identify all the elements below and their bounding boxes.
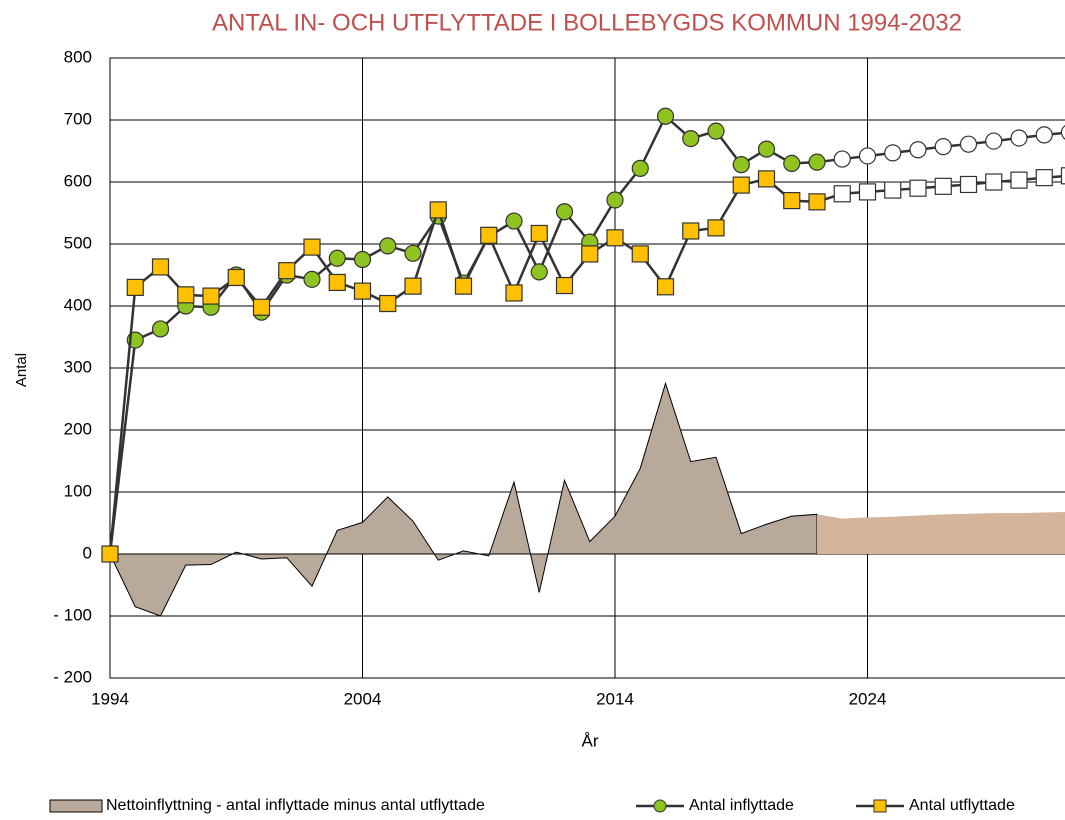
y-tick-label: 700: [64, 109, 92, 128]
marker: [631, 245, 649, 263]
marker: [934, 177, 952, 195]
marker: [454, 277, 473, 295]
marker: [808, 193, 826, 211]
y-tick-label: 500: [64, 233, 92, 252]
marker: [202, 287, 220, 305]
marker: [884, 144, 902, 162]
y-tick-label: 0: [83, 543, 92, 562]
area: [109, 381, 818, 617]
marker: [480, 226, 498, 244]
marker: [833, 185, 851, 203]
marker: [328, 273, 346, 292]
area: [817, 511, 1065, 554]
marker: [404, 277, 422, 295]
legend-label: Antal inflyttade: [689, 797, 794, 814]
marker: [1035, 169, 1053, 187]
marker: [1035, 126, 1053, 144]
marker: [177, 286, 195, 304]
marker: [959, 135, 978, 153]
marker: [656, 278, 675, 296]
marker: [1060, 125, 1065, 140]
marker: [379, 294, 397, 313]
marker: [555, 203, 574, 221]
y-axis-label: Antal: [13, 353, 30, 387]
y-tick-label: 600: [64, 171, 92, 190]
marker: [682, 222, 700, 240]
marker: [505, 284, 523, 302]
marker: [909, 141, 927, 159]
x-axis-label: År: [582, 731, 599, 750]
y-tick-label: 800: [64, 47, 92, 66]
marker: [606, 191, 624, 209]
marker: [581, 245, 599, 263]
legend-swatch: [653, 799, 667, 813]
y-tick-label: 300: [64, 357, 92, 376]
marker: [1060, 167, 1065, 185]
marker: [858, 147, 877, 165]
marker: [227, 268, 245, 287]
marker: [278, 262, 296, 280]
y-tick-label: 400: [64, 295, 92, 314]
marker: [101, 545, 119, 563]
marker: [151, 320, 170, 338]
marker: [858, 183, 877, 201]
marker: [1010, 129, 1028, 147]
marker: [252, 298, 271, 316]
marker: [833, 150, 851, 168]
marker: [303, 238, 321, 256]
x-tick-label: 1994: [91, 689, 129, 708]
marker: [707, 219, 725, 237]
marker: [732, 176, 750, 194]
marker: [555, 276, 574, 295]
marker: [530, 263, 548, 281]
marker: [783, 192, 801, 210]
marker: [404, 244, 422, 262]
y-tick-label: 200: [64, 419, 92, 438]
legend-swatch: [873, 799, 887, 813]
marker: [328, 249, 346, 267]
legend-swatch: [49, 799, 103, 813]
marker: [707, 122, 725, 140]
x-tick-label: 2004: [344, 689, 382, 708]
marker: [934, 138, 952, 156]
marker: [1010, 171, 1028, 189]
marker: [757, 170, 776, 188]
marker: [303, 270, 321, 288]
marker: [353, 282, 372, 300]
marker: [353, 250, 372, 269]
y-tick-label: - 100: [53, 605, 92, 624]
marker: [505, 212, 523, 230]
marker: [606, 229, 624, 247]
legend-label: Nettoinflyttning - antal inflyttade minu…: [106, 797, 485, 814]
marker: [429, 201, 447, 219]
marker: [783, 154, 801, 172]
plot-border: [109, 57, 1065, 679]
marker: [126, 278, 144, 296]
marker: [151, 258, 170, 276]
marker: [985, 173, 1003, 191]
marker: [985, 132, 1003, 150]
marker: [808, 153, 826, 171]
x-tick-label: 2024: [849, 689, 887, 708]
line: [108, 174, 1065, 555]
marker: [656, 107, 675, 125]
y-tick-label: 100: [64, 481, 92, 500]
x-tick-label: 2014: [596, 689, 634, 708]
marker: [757, 140, 776, 158]
marker: [530, 224, 548, 243]
marker: [732, 156, 750, 174]
marker: [379, 237, 397, 255]
y-tick-label: - 200: [53, 667, 92, 686]
marker: [909, 179, 927, 197]
chart-title: ANTAL IN- OCH UTFLYTTADE I BOLLEBYGDS KO…: [212, 9, 962, 36]
legend-label: Antal utflyttade: [909, 797, 1015, 814]
marker: [959, 175, 978, 194]
marker: [631, 159, 649, 177]
marker: [884, 181, 902, 199]
marker: [682, 130, 700, 148]
